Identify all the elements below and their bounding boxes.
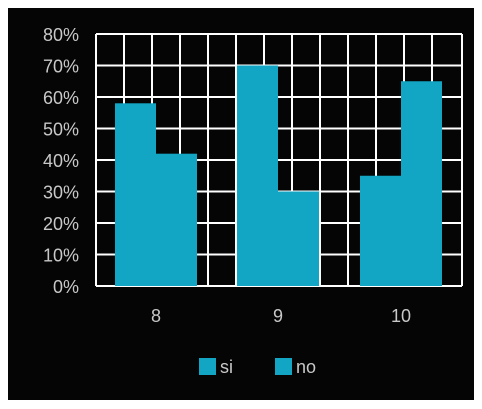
bar-si-9 [237,65,278,286]
x-axis-ticks: 8 9 10 [151,306,411,326]
y-tick-label: 50% [43,120,79,140]
y-tick-label: 30% [43,183,79,203]
y-tick-label: 80% [43,25,79,45]
legend-label-no: no [296,357,316,377]
bar-si-8 [115,103,156,286]
legend-swatch-no [275,358,292,375]
y-tick-label: 20% [43,214,79,234]
x-tick-label: 9 [273,306,283,326]
y-tick-label: 60% [43,88,79,108]
legend-swatch-si [199,358,216,375]
bar-no-9 [278,191,319,286]
y-axis-ticks: 0% 10% 20% 30% 40% 50% 60% 70% 80% [43,25,79,297]
bar-no-10 [401,81,442,286]
y-tick-label: 40% [43,151,79,171]
bar-no-8 [156,153,197,286]
y-tick-label: 70% [43,57,79,77]
y-tick-label: 0% [53,277,79,297]
legend: si no [199,357,316,377]
bar-si-10 [360,175,401,286]
x-tick-label: 8 [151,306,161,326]
bars [115,65,442,286]
x-tick-label: 10 [391,306,411,326]
legend-label-si: si [220,357,233,377]
y-tick-label: 10% [43,246,79,266]
